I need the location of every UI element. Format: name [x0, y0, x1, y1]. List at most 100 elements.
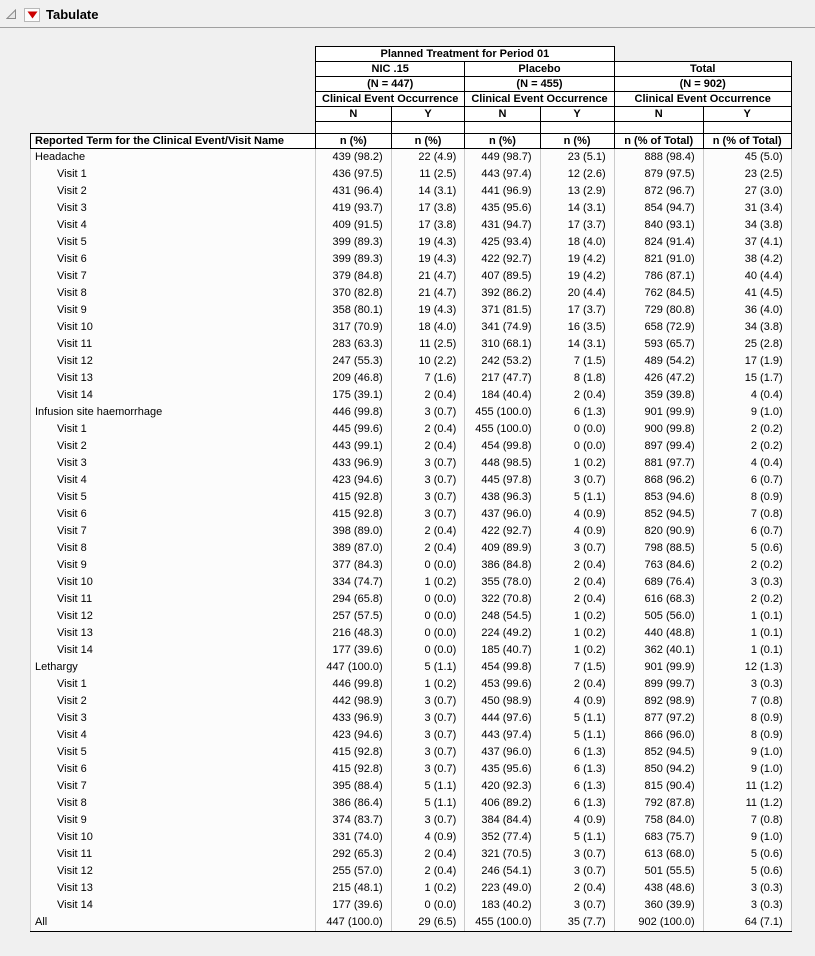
cell-placebo-n: 425 (93.4)	[464, 234, 541, 251]
table-row: Visit 2 443 (99.1) 2 (0.4) 454 (99.8) 0 …	[30, 438, 792, 455]
cell-total-n: 892 (98.9)	[614, 693, 704, 710]
cell-total-n: 815 (90.4)	[614, 778, 704, 795]
cell-nic-n: 247 (55.3)	[315, 353, 392, 370]
cell-nic-n: 395 (88.4)	[315, 778, 392, 795]
cell-nic-n: 399 (89.3)	[315, 234, 392, 251]
cell-nic-y: 3 (0.7)	[391, 693, 466, 710]
group-n-placebo: (N = 455)	[464, 76, 615, 92]
cell-total-y: 3 (0.3)	[703, 676, 792, 693]
header-row-occurrence: Clinical Event Occurrence Clinical Event…	[31, 91, 792, 107]
row-label: Visit 14	[30, 897, 316, 914]
cell-total-n: 729 (80.8)	[614, 302, 704, 319]
cell-placebo-n: 422 (92.7)	[464, 523, 541, 540]
row-label: Visit 6	[30, 761, 316, 778]
cell-placebo-y: 2 (0.4)	[540, 591, 615, 608]
cell-nic-n: 292 (65.3)	[315, 846, 392, 863]
cell-total-y: 41 (4.5)	[703, 285, 792, 302]
cell-nic-n: 446 (99.8)	[315, 676, 392, 693]
cell-placebo-n: 443 (97.4)	[464, 727, 541, 744]
row-label: Visit 7	[30, 523, 316, 540]
cell-placebo-y: 19 (4.2)	[540, 268, 615, 285]
table-row: Visit 3 433 (96.9) 3 (0.7) 448 (98.5) 1 …	[30, 455, 792, 472]
cell-nic-n: 399 (89.3)	[315, 251, 392, 268]
cell-placebo-y: 3 (0.7)	[540, 846, 615, 863]
cell-nic-n: 175 (39.1)	[315, 387, 392, 404]
header-spacer	[31, 107, 316, 122]
blank-header-cell	[315, 121, 392, 134]
cell-nic-n: 317 (70.9)	[315, 319, 392, 336]
table-row: Visit 4 409 (91.5) 17 (3.8) 431 (94.7) 1…	[30, 217, 792, 234]
cell-nic-y: 0 (0.0)	[391, 557, 466, 574]
cell-placebo-n: 392 (86.2)	[464, 285, 541, 302]
cell-placebo-n: 310 (68.1)	[464, 336, 541, 353]
cell-placebo-n: 454 (99.8)	[464, 438, 541, 455]
row-label: Visit 8	[30, 795, 316, 812]
row-label: Visit 6	[30, 506, 316, 523]
table-row: Visit 9 374 (83.7) 3 (0.7) 384 (84.4) 4 …	[30, 812, 792, 829]
cell-total-y: 36 (4.0)	[703, 302, 792, 319]
table-row: Infusion site haemorrhage 446 (99.8) 3 (…	[30, 404, 792, 421]
cell-total-n: 440 (48.8)	[614, 625, 704, 642]
cell-nic-y: 0 (0.0)	[391, 897, 466, 914]
cell-placebo-n: 454 (99.8)	[464, 659, 541, 676]
row-label: Visit 5	[30, 489, 316, 506]
cell-nic-n: 358 (80.1)	[315, 302, 392, 319]
cell-placebo-n: 431 (94.7)	[464, 217, 541, 234]
cell-nic-y: 5 (1.1)	[391, 795, 466, 812]
row-label: Visit 11	[30, 846, 316, 863]
row-label: Visit 10	[30, 829, 316, 846]
cell-placebo-y: 17 (3.7)	[540, 302, 615, 319]
cell-nic-y: 29 (6.5)	[391, 914, 466, 932]
cell-placebo-n: 341 (74.9)	[464, 319, 541, 336]
cell-nic-y: 0 (0.0)	[391, 625, 466, 642]
cell-total-y: 3 (0.3)	[703, 574, 792, 591]
cell-nic-n: 433 (96.9)	[315, 710, 392, 727]
cell-placebo-y: 4 (0.9)	[540, 506, 615, 523]
cell-total-n: 362 (40.1)	[614, 642, 704, 659]
cell-total-n: 879 (97.5)	[614, 166, 704, 183]
table-row: Visit 8 370 (82.8) 21 (4.7) 392 (86.2) 2…	[30, 285, 792, 302]
occurrence-header-placebo: Clinical Event Occurrence	[464, 91, 615, 107]
cell-nic-n: 379 (84.8)	[315, 268, 392, 285]
cell-nic-y: 1 (0.2)	[391, 880, 466, 897]
header-spacer	[614, 47, 791, 62]
cell-total-n: 877 (97.2)	[614, 710, 704, 727]
cell-placebo-n: 384 (84.4)	[464, 812, 541, 829]
cell-total-y: 3 (0.3)	[703, 897, 792, 914]
cell-total-n: 786 (87.1)	[614, 268, 704, 285]
cell-nic-n: 436 (97.5)	[315, 166, 392, 183]
cell-placebo-y: 4 (0.9)	[540, 523, 615, 540]
cell-nic-y: 7 (1.6)	[391, 370, 466, 387]
cell-placebo-y: 3 (0.7)	[540, 472, 615, 489]
cell-total-y: 5 (0.6)	[703, 540, 792, 557]
group-n-total: (N = 902)	[613, 76, 792, 92]
cell-nic-y: 5 (1.1)	[391, 659, 466, 676]
header-row-groups: NIC .15 Placebo Total	[31, 61, 792, 77]
row-label: Visit 1	[30, 421, 316, 438]
cell-placebo-y: 2 (0.4)	[540, 557, 615, 574]
header-row-stats: Reported Term for the Clinical Event/Vis…	[30, 133, 792, 149]
cell-placebo-n: 443 (97.4)	[464, 166, 541, 183]
cell-nic-y: 3 (0.7)	[391, 761, 466, 778]
cell-nic-y: 0 (0.0)	[391, 642, 466, 659]
row-label: Visit 13	[30, 880, 316, 897]
table-row: Visit 2 431 (96.4) 14 (3.1) 441 (96.9) 1…	[30, 183, 792, 200]
red-triangle-menu-icon[interactable]	[24, 7, 40, 22]
table-row: Visit 3 433 (96.9) 3 (0.7) 444 (97.6) 5 …	[30, 710, 792, 727]
cell-placebo-n: 409 (89.9)	[464, 540, 541, 557]
blank-header-cell	[539, 121, 615, 134]
cell-nic-y: 3 (0.7)	[391, 472, 466, 489]
disclosure-triangle-icon[interactable]	[6, 9, 17, 20]
occurrence-header-total: Clinical Event Occurrence	[613, 91, 792, 107]
cell-nic-y: 3 (0.7)	[391, 812, 466, 829]
tabulate-output: Planned Treatment for Period 01 NIC .15 …	[0, 28, 815, 932]
row-label: Visit 9	[30, 812, 316, 829]
cell-nic-y: 2 (0.4)	[391, 846, 466, 863]
cell-nic-y: 3 (0.7)	[391, 455, 466, 472]
blank-header-cell	[702, 121, 792, 134]
cell-total-n: 852 (94.5)	[614, 506, 704, 523]
cell-placebo-y: 5 (1.1)	[540, 829, 615, 846]
cell-placebo-y: 5 (1.1)	[540, 710, 615, 727]
cell-total-n: 658 (72.9)	[614, 319, 704, 336]
row-label: Visit 4	[30, 727, 316, 744]
